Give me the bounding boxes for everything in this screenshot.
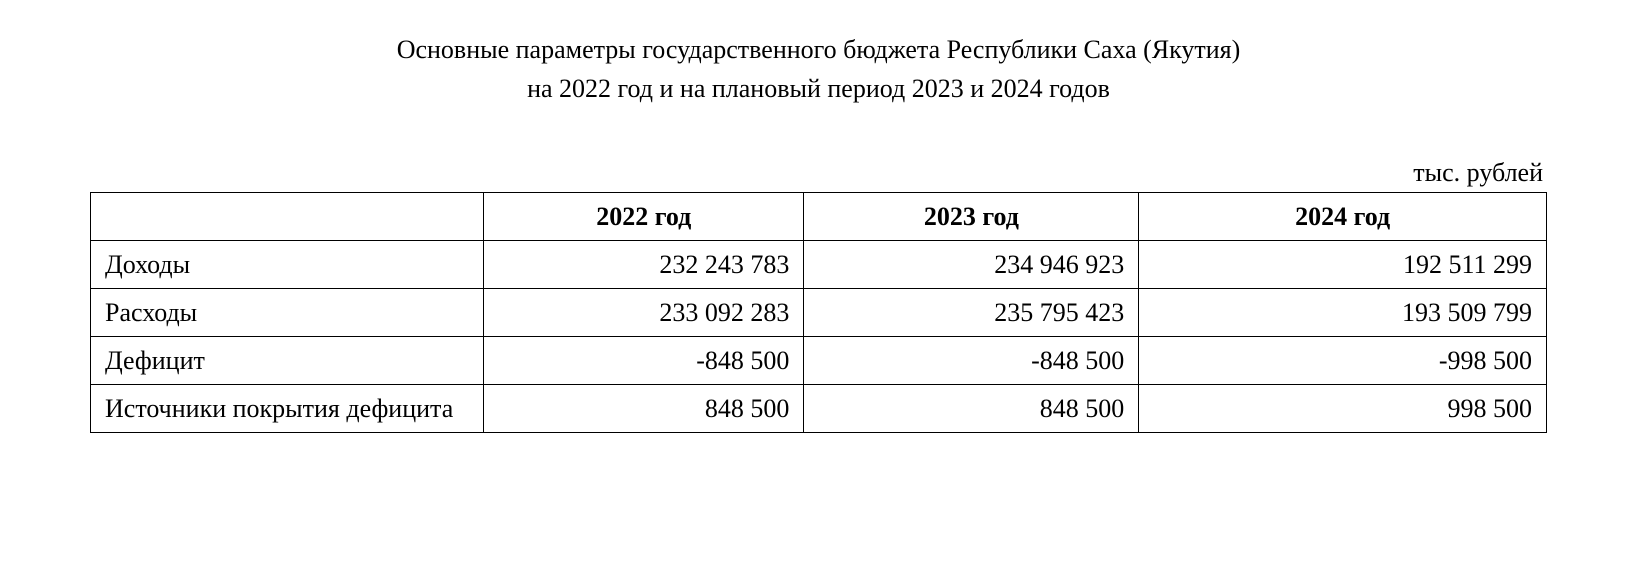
row-label: Источники покрытия дефицита bbox=[91, 385, 484, 433]
header-empty bbox=[91, 193, 484, 241]
cell-2023: 848 500 bbox=[804, 385, 1139, 433]
header-2022: 2022 год bbox=[484, 193, 804, 241]
unit-label: тыс. рублей bbox=[90, 158, 1547, 188]
cell-2024: -998 500 bbox=[1139, 337, 1547, 385]
table-row: Доходы 232 243 783 234 946 923 192 511 2… bbox=[91, 241, 1547, 289]
cell-2022: 848 500 bbox=[484, 385, 804, 433]
row-label: Доходы bbox=[91, 241, 484, 289]
header-2024: 2024 год bbox=[1139, 193, 1547, 241]
cell-2023: 235 795 423 bbox=[804, 289, 1139, 337]
header-2023: 2023 год bbox=[804, 193, 1139, 241]
cell-2023: -848 500 bbox=[804, 337, 1139, 385]
cell-2022: 233 092 283 bbox=[484, 289, 804, 337]
row-label: Дефицит bbox=[91, 337, 484, 385]
table-row: Дефицит -848 500 -848 500 -998 500 bbox=[91, 337, 1547, 385]
cell-2024: 998 500 bbox=[1139, 385, 1547, 433]
title-block: Основные параметры государственного бюдж… bbox=[90, 30, 1547, 108]
cell-2024: 192 511 299 bbox=[1139, 241, 1547, 289]
cell-2024: 193 509 799 bbox=[1139, 289, 1547, 337]
table-row: Расходы 233 092 283 235 795 423 193 509 … bbox=[91, 289, 1547, 337]
row-label: Расходы bbox=[91, 289, 484, 337]
budget-table: 2022 год 2023 год 2024 год Доходы 232 24… bbox=[90, 192, 1547, 433]
title-line-1: Основные параметры государственного бюдж… bbox=[90, 30, 1547, 69]
cell-2023: 234 946 923 bbox=[804, 241, 1139, 289]
cell-2022: -848 500 bbox=[484, 337, 804, 385]
table-header-row: 2022 год 2023 год 2024 год bbox=[91, 193, 1547, 241]
table-row: Источники покрытия дефицита 848 500 848 … bbox=[91, 385, 1547, 433]
cell-2022: 232 243 783 bbox=[484, 241, 804, 289]
title-line-2: на 2022 год и на плановый период 2023 и … bbox=[90, 69, 1547, 108]
